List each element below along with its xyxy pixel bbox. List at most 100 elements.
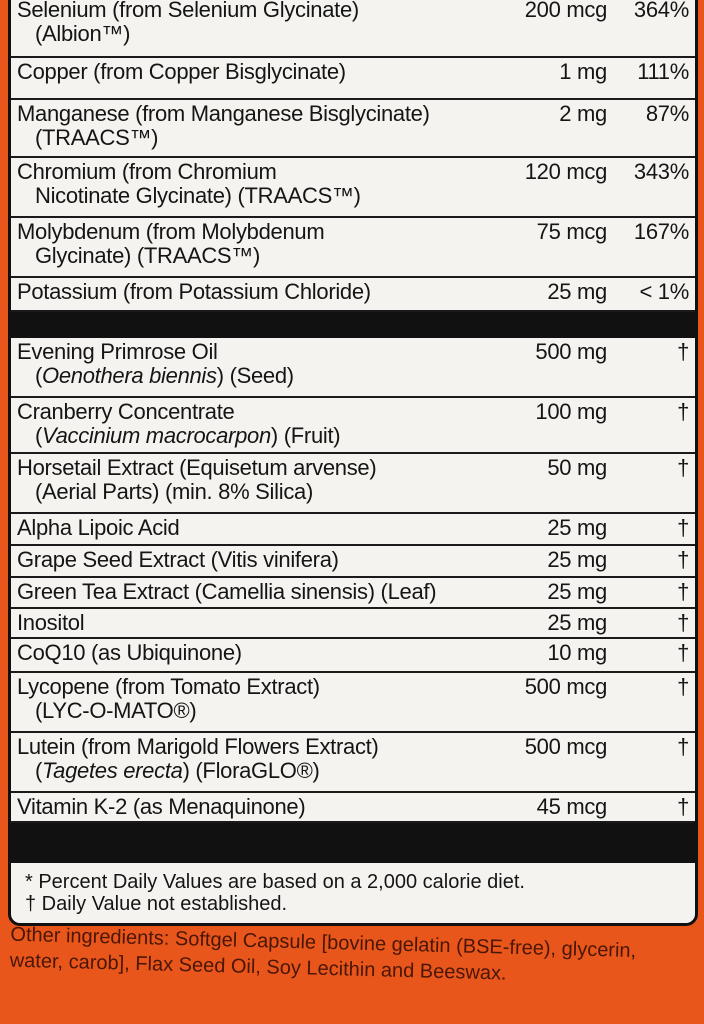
daily-value: † <box>677 610 689 635</box>
footnote-dv-not-established: † Daily Value not established. <box>25 893 288 915</box>
daily-value: 167% <box>633 219 689 244</box>
ingredient-amount: 10 mg <box>547 640 607 665</box>
ingredient-row: Inositol 25 mg † <box>11 609 695 639</box>
ingredient-name: CoQ10 (as Ubiquinone) <box>17 641 477 671</box>
ingredient-name-text: Cranberry Concentrate <box>17 399 235 424</box>
ingredient-name: Cranberry Concentrate (Vaccinium macrocar… <box>17 400 477 452</box>
ingredient-row: Lycopene (from Tomato Extract) (LYC-O-MAT… <box>11 673 695 733</box>
ingredient-amount: 500 mcg <box>524 674 608 699</box>
daily-value: † <box>677 674 689 699</box>
ingredient-source: (Albion™) <box>35 21 131 46</box>
ingredient-row: Selenium (from Selenium Glycinate) (Albio… <box>11 0 695 58</box>
ingredient-part: (Aerial Parts) (min. 8% Silica) <box>35 479 313 504</box>
ingredient-row: Grape Seed Extract (Vitis vinifera) 25 mg… <box>11 546 695 578</box>
ingredient-name-text: CoQ10 (as Ubiquinone) <box>17 640 242 665</box>
ingredient-source: Nicotinate Glycinate) (TRAACS™) <box>35 183 361 208</box>
ingredient-amount: 100 mg <box>535 399 607 424</box>
ingredient-amount: 500 mcg <box>524 734 608 759</box>
ingredient-name: Vitamin K-2 (as Menaquinone) <box>17 795 477 821</box>
ingredient-part: (FloraGLO®) <box>189 758 320 783</box>
ingredient-subtext: (TRAACS™) <box>17 126 477 150</box>
ingredient-row: Green Tea Extract (Camellia sinensis) (L… <box>11 578 695 609</box>
ingredient-row: Lutein (from Marigold Flowers Extract) (T… <box>11 733 695 793</box>
ingredient-name: Selenium (from Selenium Glycinate) (Albio… <box>17 0 477 56</box>
ingredient-part: (Fruit) <box>277 423 341 448</box>
ingredient-name: Manganese (from Manganese Bisglycinate)(… <box>17 102 477 156</box>
ingredient-subtext: (LYC-O-MATO®) <box>17 699 477 723</box>
ingredient-part: (Seed) <box>223 363 295 388</box>
ingredient-subtext: Nicotinate Glycinate) (TRAACS™) <box>17 184 477 208</box>
ingredient-name: Lutein (from Marigold Flowers Extract) (T… <box>17 735 477 791</box>
section-divider-bar <box>11 312 695 338</box>
ingredient-name: Chromium (from Chromium Nicotinate Glycin… <box>17 160 477 216</box>
ingredient-name-text: Horsetail Extract (Equisetum arvense) <box>17 455 377 480</box>
ingredient-row: Cranberry Concentrate (Vaccinium macrocar… <box>11 398 695 454</box>
ingredient-row: Copper (from Copper Bisglycinate) 1 mg 111… <box>11 58 695 100</box>
ingredient-row: CoQ10 (as Ubiquinone) 10 mg † <box>11 639 695 673</box>
ingredient-name: Grape Seed Extract (Vitis vinifera) <box>17 548 477 576</box>
ingredient-row: Alpha Lipoic Acid 25 mg † <box>11 514 695 546</box>
ingredient-part: (LYC-O-MATO®) <box>35 698 197 723</box>
ingredient-subtext: (Aerial Parts) (min. 8% Silica) <box>17 480 477 504</box>
ingredient-name: Inositol <box>17 611 477 637</box>
ingredient-row: Chromium (from Chromium Nicotinate Glycin… <box>11 158 695 218</box>
section-divider-bar <box>11 823 695 863</box>
footnotes: * Percent Daily Values are based on a 2,… <box>11 863 695 923</box>
ingredient-name: Potassium (from Potassium Chloride) <box>17 280 477 310</box>
ingredient-subtext: (Albion™) <box>17 22 477 46</box>
ingredient-row: Horsetail Extract (Equisetum arvense) (Ae… <box>11 454 695 514</box>
ingredient-name-text: Evening Primrose Oil <box>17 339 218 364</box>
ingredient-name-text: Lycopene (from Tomato Extract) <box>17 674 320 699</box>
ingredient-source: (TRAACS™) <box>35 125 159 150</box>
daily-value: 364% <box>633 0 689 22</box>
ingredient-name: Alpha Lipoic Acid <box>17 516 477 544</box>
ingredient-name: Copper (from Copper Bisglycinate) <box>17 60 477 98</box>
daily-value: † <box>677 579 689 604</box>
ingredient-name-text: Manganese (from Manganese Bisglycinate) <box>17 101 430 126</box>
ingredient-name-text: Grape Seed Extract (Vitis vinifera) <box>17 547 339 572</box>
ingredient-name: Horsetail Extract (Equisetum arvense) (Ae… <box>17 456 477 512</box>
ingredient-amount: 25 mg <box>547 279 607 304</box>
botanical-name: Vaccinium macrocarpon <box>42 423 271 448</box>
daily-value: † <box>677 547 689 572</box>
ingredient-subtext: (Oenothera biennis) (Seed) <box>35 363 295 388</box>
ingredient-name: Evening Primrose Oil (Oenothera biennis) … <box>17 340 477 396</box>
daily-value: < 1% <box>639 279 689 304</box>
daily-value: † <box>677 399 689 424</box>
daily-value: 343% <box>633 159 689 184</box>
botanical-name: Oenothera biennis <box>42 363 217 388</box>
ingredient-amount: 200 mcg <box>524 0 608 22</box>
ingredient-subtext: Glycinate) (TRAACS™) <box>17 244 477 268</box>
daily-value: † <box>677 339 689 364</box>
ingredient-row: Potassium (from Potassium Chloride) 25 mg… <box>11 278 695 312</box>
supplement-facts-panel: Selenium (from Selenium Glycinate) (Albio… <box>8 0 698 926</box>
footnote-percent-dv: * Percent Daily Values are based on a 2,… <box>25 871 525 893</box>
ingredient-amount: 500 mg <box>535 339 607 364</box>
ingredient-name: Lycopene (from Tomato Extract) (LYC-O-MAT… <box>17 675 477 731</box>
ingredient-amount: 45 mcg <box>536 794 608 819</box>
ingredient-amount: 1 mg <box>559 59 607 84</box>
daily-value: † <box>677 455 689 480</box>
other-ingredients-text: Other ingredients: Softgel Capsule [bovi… <box>9 923 637 985</box>
daily-value: † <box>677 734 689 759</box>
ingredient-amount: 50 mg <box>547 455 607 480</box>
botanical-name: Tagetes erecta <box>42 758 183 783</box>
ingredient-name-text: Green Tea Extract (Camellia sinensis) (L… <box>17 579 437 604</box>
ingredient-name-text: Copper (from Copper Bisglycinate) <box>17 59 346 84</box>
ingredient-name: Green Tea Extract (Camellia sinensis) (L… <box>17 580 477 607</box>
daily-value: † <box>677 515 689 540</box>
daily-value: † <box>677 794 689 819</box>
ingredient-subtext: (Vaccinium macrocarpon) (Fruit) <box>35 423 341 448</box>
other-ingredients-section: Evening Primrose Oil (Oenothera biennis) … <box>11 338 695 823</box>
daily-value: 87% <box>645 101 689 126</box>
ingredient-amount: 75 mcg <box>536 219 608 244</box>
ingredient-amount: 120 mcg <box>524 159 608 184</box>
ingredient-name-text: Potassium (from Potassium Chloride) <box>17 279 371 304</box>
ingredient-amount: 25 mg <box>547 547 607 572</box>
ingredient-name-text: Vitamin K-2 (as Menaquinone) <box>17 794 306 819</box>
ingredient-row: Vitamin K-2 (as Menaquinone) 45 mcg † <box>11 793 695 823</box>
ingredient-amount: 25 mg <box>547 515 607 540</box>
ingredient-row: Manganese (from Manganese Bisglycinate)(… <box>11 100 695 158</box>
ingredient-subtext: (Tagetes erecta) (FloraGLO®) <box>35 758 320 783</box>
ingredient-name-text: Selenium (from Selenium Glycinate) <box>17 0 359 22</box>
